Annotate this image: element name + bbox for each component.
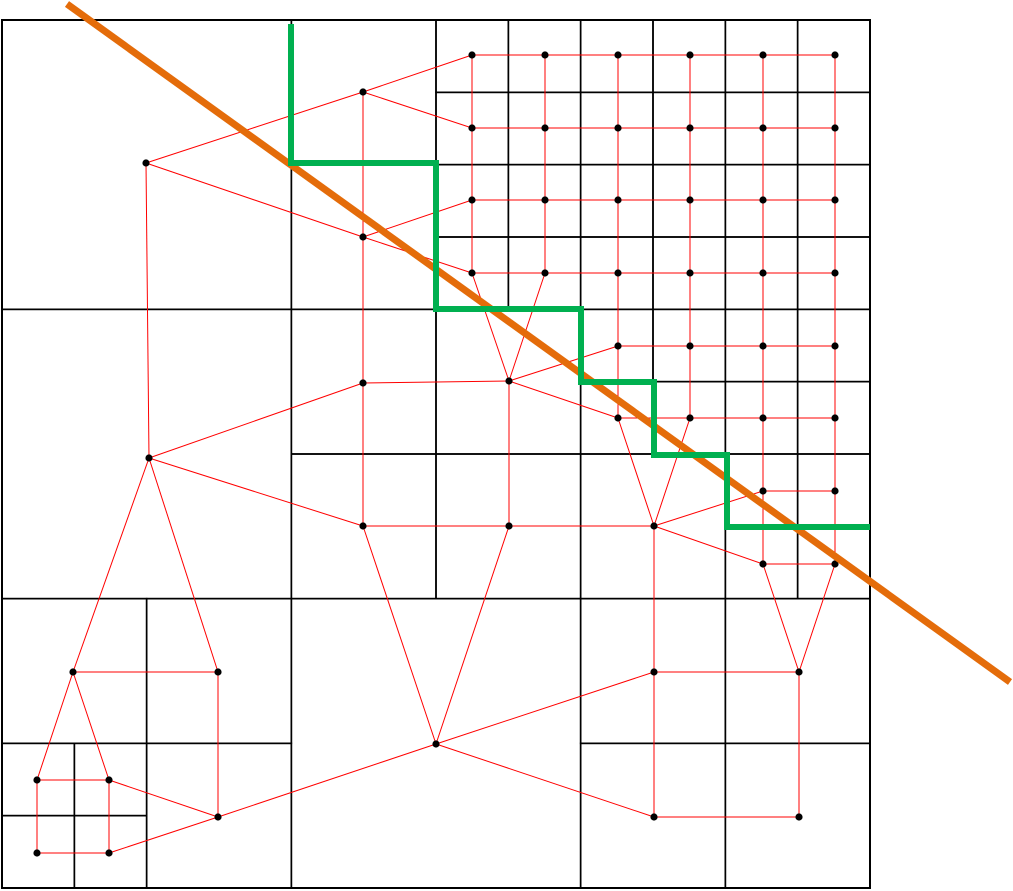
graph-node xyxy=(686,196,694,204)
graph-node xyxy=(614,196,622,204)
graph-node xyxy=(432,740,440,748)
graph-node xyxy=(614,414,622,422)
graph-edge xyxy=(36,671,74,781)
graph-edge xyxy=(362,54,473,93)
graph-node xyxy=(831,487,839,495)
graph-edge xyxy=(145,91,364,164)
graph-node xyxy=(359,88,367,96)
graph-node xyxy=(541,196,549,204)
graph-node xyxy=(831,342,839,350)
graph-node xyxy=(759,269,767,277)
graph-edge xyxy=(72,457,150,673)
graph-node xyxy=(359,522,367,530)
graph-edge xyxy=(72,671,110,781)
graph-node xyxy=(759,487,767,495)
graph-node xyxy=(359,233,367,241)
graph-edge xyxy=(148,457,219,673)
graph-node xyxy=(214,668,222,676)
graph-edge xyxy=(148,382,364,459)
boundary-path-stroke xyxy=(288,24,870,530)
graph-node xyxy=(69,668,77,676)
graph-edge xyxy=(362,380,510,384)
boundary-path xyxy=(288,24,870,530)
graph-node xyxy=(33,849,41,857)
graph-node xyxy=(686,342,694,350)
graph-edge xyxy=(617,417,655,527)
graph-node xyxy=(759,124,767,132)
graph-edge xyxy=(435,671,655,745)
graph-node xyxy=(468,51,476,59)
graph-node xyxy=(831,196,839,204)
graph-node xyxy=(468,124,476,132)
graph-node xyxy=(614,51,622,59)
graph-node xyxy=(468,196,476,204)
graph-edge xyxy=(435,743,655,818)
cut-line-stroke xyxy=(64,1,1013,685)
graph-edge xyxy=(471,272,510,382)
graph-node xyxy=(795,668,803,676)
graph-node xyxy=(614,124,622,132)
graph-edge xyxy=(145,162,364,238)
graph-edge xyxy=(653,525,764,565)
graph-edge xyxy=(508,272,546,382)
graph-node xyxy=(759,51,767,59)
graph-node xyxy=(831,51,839,59)
graph-node xyxy=(468,269,476,277)
graph-edge xyxy=(508,380,619,419)
graph-node xyxy=(33,776,41,784)
graph-node xyxy=(614,269,622,277)
graph-node xyxy=(145,454,153,462)
graph-node xyxy=(831,414,839,422)
graph-node xyxy=(650,813,658,821)
graph-node xyxy=(686,414,694,422)
graph-node xyxy=(359,379,367,387)
graph-node xyxy=(686,269,694,277)
graph-edge xyxy=(217,743,437,818)
graph-edge xyxy=(653,490,764,527)
graph-node xyxy=(759,560,767,568)
graph-node xyxy=(142,159,150,167)
graph-node xyxy=(214,813,222,821)
graph-edge xyxy=(653,417,691,527)
graph-edge xyxy=(362,91,473,129)
graph-nodes xyxy=(33,51,839,857)
graph-edges xyxy=(36,54,836,854)
graph-node xyxy=(686,51,694,59)
graph-node xyxy=(759,414,767,422)
graph-edge xyxy=(435,525,510,745)
graph-node xyxy=(105,776,113,784)
graph-edge xyxy=(798,563,836,673)
graph-node xyxy=(795,813,803,821)
graph-node xyxy=(831,560,839,568)
graph-edge xyxy=(145,162,150,459)
graph-node xyxy=(759,342,767,350)
graph-node xyxy=(541,51,549,59)
graph-node xyxy=(831,269,839,277)
graph-node xyxy=(505,522,513,530)
graph-edge xyxy=(108,816,219,854)
graph-edge xyxy=(362,525,437,745)
graph-node xyxy=(541,124,549,132)
graph-node xyxy=(759,196,767,204)
graph-node xyxy=(541,269,549,277)
graph-node xyxy=(650,522,658,530)
graph-node xyxy=(105,849,113,857)
graph-node xyxy=(831,124,839,132)
graph-node xyxy=(650,668,658,676)
outer-frame xyxy=(1,19,871,889)
graph-edge xyxy=(108,779,219,818)
graph-node xyxy=(686,124,694,132)
graph-node xyxy=(505,377,513,385)
cut-line xyxy=(64,1,1013,685)
graph-edge xyxy=(148,457,364,527)
graph-edge xyxy=(762,563,800,673)
graph-node xyxy=(614,342,622,350)
